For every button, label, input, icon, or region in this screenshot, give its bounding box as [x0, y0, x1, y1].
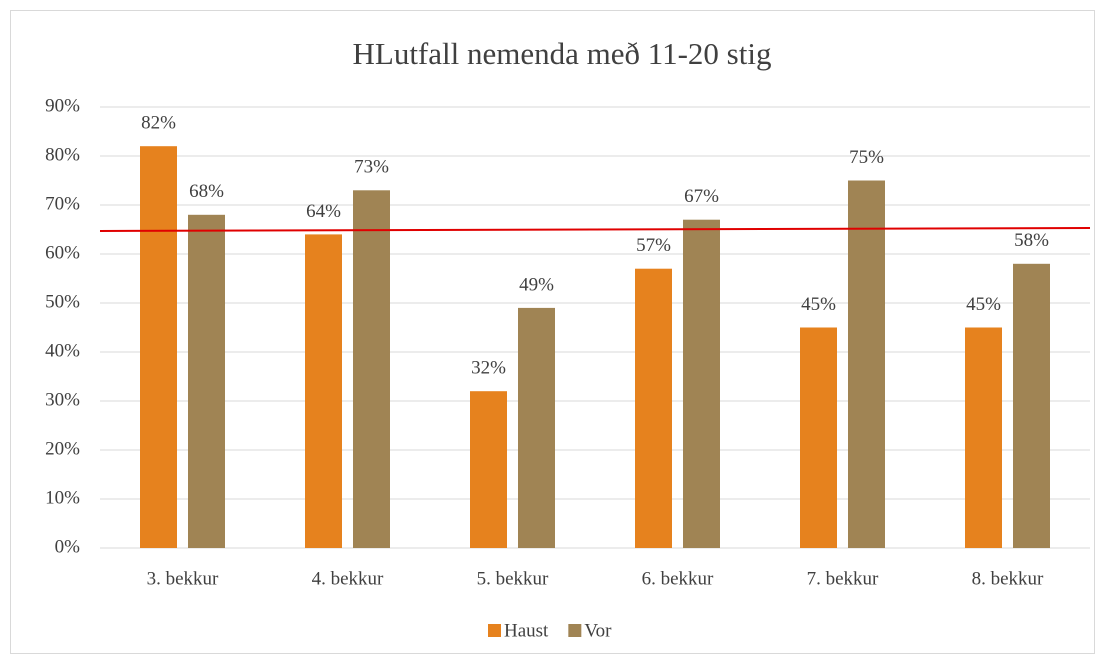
data-label: 73%: [354, 157, 389, 178]
y-tick-label: 70%: [45, 193, 80, 214]
data-label: 75%: [849, 147, 884, 168]
bar: [518, 307, 555, 548]
y-tick-label: 50%: [45, 291, 80, 312]
x-tick-label: 8. bekkur: [972, 568, 1044, 589]
x-tick-label: 4. bekkur: [312, 568, 384, 589]
y-tick-label: 0%: [55, 536, 81, 557]
y-tick-label: 10%: [45, 487, 80, 508]
bar: [800, 327, 837, 548]
data-label: 57%: [636, 235, 671, 256]
bar: [188, 214, 225, 549]
data-label: 68%: [189, 181, 224, 202]
x-tick-label: 6. bekkur: [642, 568, 714, 589]
data-label: 45%: [966, 294, 1001, 315]
chart-title: HLutfall nemenda með 11-20 stig: [353, 36, 772, 71]
y-tick-label: 40%: [45, 340, 80, 361]
legend-label: Haust: [504, 620, 549, 641]
x-tick-label: 3. bekkur: [147, 568, 219, 589]
data-label: 67%: [684, 186, 719, 207]
x-tick-label: 7. bekkur: [807, 568, 879, 589]
reference-line: [99, 227, 1091, 232]
bar: [140, 146, 177, 548]
data-label: 45%: [801, 294, 836, 315]
data-label: 82%: [141, 113, 176, 134]
bar: [848, 180, 885, 548]
legend-swatch: [568, 624, 582, 637]
y-tick-label: 30%: [45, 389, 80, 410]
bar: [683, 219, 720, 548]
y-tick-label: 60%: [45, 242, 80, 263]
y-tick-label: 90%: [45, 95, 80, 116]
y-tick-label: 20%: [45, 438, 80, 459]
bar: [353, 190, 390, 549]
bar: [635, 268, 672, 548]
legend-label: Vor: [584, 620, 612, 641]
y-tick-label: 80%: [45, 144, 80, 165]
data-label: 49%: [519, 274, 554, 295]
data-label: 64%: [306, 201, 341, 222]
bar: [1013, 263, 1050, 548]
x-tick-label: 5. bekkur: [477, 568, 549, 589]
bar: [470, 391, 507, 548]
bar: [965, 327, 1002, 548]
bar: [305, 234, 342, 548]
data-label: 58%: [1014, 230, 1049, 251]
legend-swatch: [488, 624, 501, 637]
data-label: 32%: [471, 358, 506, 379]
